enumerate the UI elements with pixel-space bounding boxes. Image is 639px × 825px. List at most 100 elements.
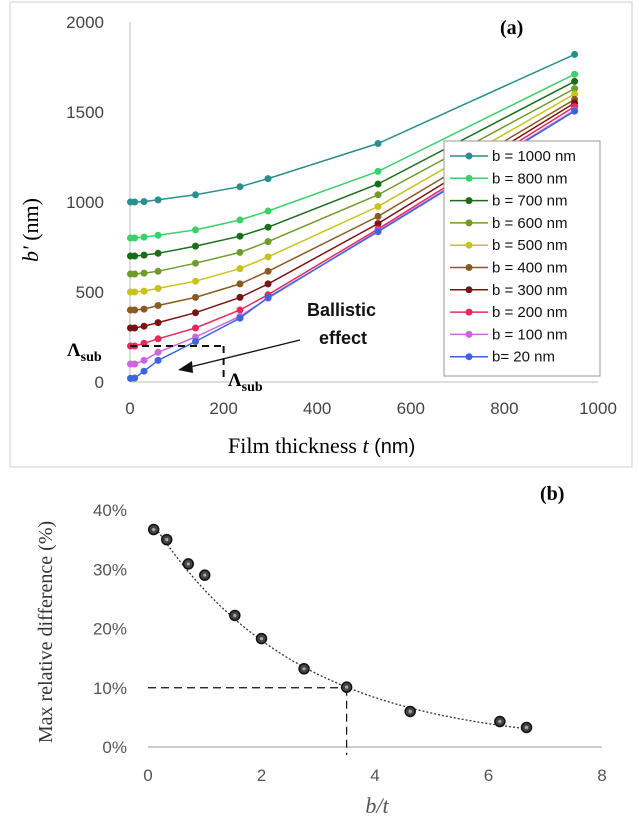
x-tick-label: 400 <box>303 399 331 418</box>
data-point <box>140 251 148 259</box>
data-point <box>264 267 272 275</box>
legend-label: b= 20 nm <box>492 349 555 366</box>
x-label-main: Film thickness <box>228 433 362 458</box>
panel-a-x-ticks: 0 200 400 600 800 1000 <box>125 399 617 418</box>
data-point <box>192 293 200 301</box>
data-point <box>264 280 272 288</box>
legend-marker <box>465 308 473 316</box>
x-label-var: t <box>362 433 369 458</box>
data-point <box>571 77 579 85</box>
data-point <box>236 314 244 322</box>
legend-label: b = 500 nm <box>492 237 567 254</box>
panel-a-y-ticks: 0 500 1000 1500 2000 <box>66 13 104 392</box>
legend-label: b = 400 nm <box>492 260 567 277</box>
data-point <box>131 252 139 260</box>
data-point <box>140 356 148 364</box>
data-point-center <box>186 562 190 566</box>
x-tick-label: 2 <box>257 766 266 785</box>
x-tick-label: 8 <box>597 766 606 785</box>
arrow-shaft <box>185 339 301 369</box>
data-point <box>571 50 579 58</box>
x-tick-label: 0 <box>125 399 134 418</box>
panel-b-points <box>147 523 533 734</box>
legend-label: b = 300 nm <box>492 282 567 299</box>
data-point <box>192 277 200 285</box>
data-point <box>140 198 148 206</box>
data-point <box>154 319 162 327</box>
annotation-ballistic: Ballistic <box>307 300 376 320</box>
data-point-center <box>524 725 529 730</box>
data-point-center <box>302 667 306 671</box>
data-point <box>374 191 382 199</box>
data-point <box>264 253 272 261</box>
data-point <box>192 259 200 267</box>
data-point <box>192 226 200 234</box>
data-point <box>236 216 244 224</box>
data-point <box>192 324 200 332</box>
annotation-effect: effect <box>319 328 367 348</box>
legend-marker <box>465 197 473 205</box>
data-point <box>264 175 272 183</box>
data-point <box>264 207 272 215</box>
data-point <box>374 180 382 188</box>
y-tick-label: 0% <box>102 738 127 757</box>
data-point <box>154 267 162 275</box>
data-point <box>236 265 244 273</box>
panel-b-x-ticks: 0 2 4 6 8 <box>143 766 606 785</box>
legend-marker <box>465 174 473 182</box>
legend-marker <box>465 241 473 249</box>
data-point <box>140 367 148 375</box>
data-point <box>236 293 244 301</box>
data-point <box>154 196 162 204</box>
x-tick-label: 0 <box>143 766 152 785</box>
data-point-center <box>498 719 502 724</box>
data-point <box>236 183 244 191</box>
lambda-y-label: Λsub <box>67 340 102 365</box>
panel-b: (b) 0 2 4 6 8 0% 10% 20% 30% 40% b/t Max relativ… <box>35 483 607 818</box>
y-tick-label: 1000 <box>66 193 104 212</box>
data-point-center <box>345 685 349 689</box>
data-point <box>571 85 579 93</box>
data-point <box>192 338 200 345</box>
data-point <box>374 167 382 175</box>
data-point-center <box>152 527 156 532</box>
x-tick-label: 4 <box>370 766 379 785</box>
data-point <box>154 231 162 239</box>
data-point <box>131 306 139 314</box>
data-point <box>236 248 244 256</box>
y-label-var: b' <box>18 246 43 262</box>
legend-label: b = 600 nm <box>492 215 567 232</box>
data-point <box>374 203 382 210</box>
lambda-x-label: Λsub <box>228 370 263 395</box>
data-point-center <box>165 538 169 542</box>
data-point <box>192 242 200 250</box>
data-point <box>236 306 244 314</box>
x-tick-label: 1000 <box>579 399 617 418</box>
legend-marker <box>465 219 473 227</box>
data-point <box>131 288 139 296</box>
x-tick-label: 200 <box>209 399 237 418</box>
panel-a-y-label: b' (nm) <box>18 198 43 262</box>
data-point <box>192 191 200 199</box>
data-point <box>131 270 139 278</box>
panel-a-annotations: Λsub Λsub Ballistic effect <box>67 300 376 395</box>
data-point-center <box>233 613 237 618</box>
y-tick-label: 500 <box>76 283 104 302</box>
data-point <box>264 238 272 246</box>
panel-b-y-label: Max relative difference (%) <box>35 521 57 743</box>
legend-marker <box>465 152 473 160</box>
panel-a-series <box>126 50 579 382</box>
legend-label: b = 1000 nm <box>492 148 576 165</box>
legend-marker <box>465 286 473 294</box>
panel-a-label: (a) <box>500 17 523 39</box>
data-point <box>264 223 272 231</box>
panel-b-x-label: b/t <box>365 793 389 818</box>
data-point <box>571 90 579 98</box>
data-point <box>264 293 272 301</box>
arrow-head <box>178 361 193 373</box>
data-point <box>131 198 139 206</box>
legend-marker <box>465 353 473 361</box>
data-point <box>140 322 148 330</box>
panel-b-y-ticks: 0% 10% 20% 30% 40% <box>93 501 127 757</box>
